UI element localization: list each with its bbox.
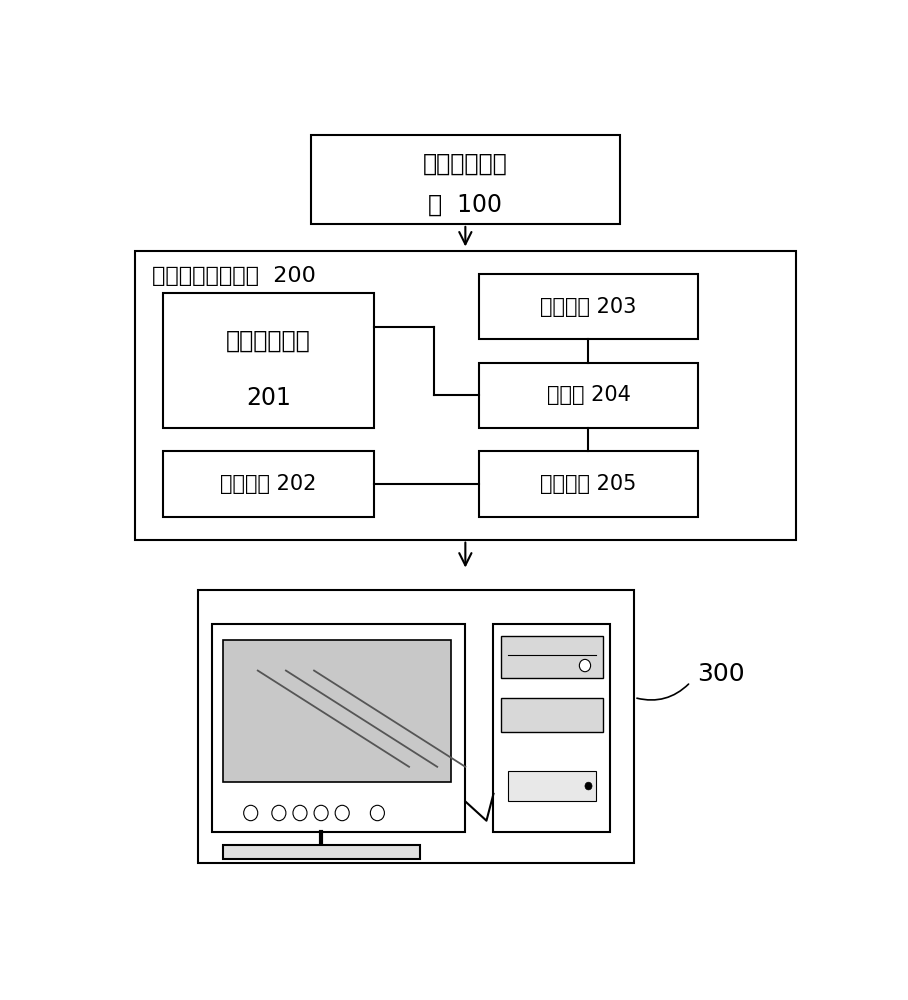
Bar <box>500 698 603 732</box>
Bar <box>508 771 596 801</box>
Bar <box>494 624 609 832</box>
Bar <box>479 274 697 339</box>
Bar <box>163 293 374 428</box>
Circle shape <box>579 659 590 672</box>
Circle shape <box>335 805 350 821</box>
Bar <box>222 640 451 782</box>
Circle shape <box>585 782 592 790</box>
Bar <box>500 636 603 678</box>
Bar <box>479 363 697 428</box>
Text: 无线接收储存装置  200: 无线接收储存装置 200 <box>153 266 316 286</box>
Bar <box>163 451 374 517</box>
Circle shape <box>293 805 307 821</box>
Text: 电源模块 202: 电源模块 202 <box>220 474 317 494</box>
Text: 内视镜胶囊装: 内视镜胶囊装 <box>423 152 508 176</box>
Bar <box>134 251 796 540</box>
Text: 传输模块 203: 传输模块 203 <box>540 297 637 317</box>
Circle shape <box>314 805 328 821</box>
Text: 201: 201 <box>246 386 291 410</box>
Text: 300: 300 <box>697 662 745 686</box>
Circle shape <box>243 805 258 821</box>
Circle shape <box>271 805 286 821</box>
Text: 无线接收模块: 无线接收模块 <box>226 328 311 352</box>
Bar <box>479 451 697 517</box>
Bar <box>311 135 620 224</box>
Circle shape <box>370 805 384 821</box>
Text: 控制器 204: 控制器 204 <box>547 385 630 405</box>
Text: 储存模块 205: 储存模块 205 <box>540 474 637 494</box>
Bar <box>198 590 635 863</box>
Bar <box>222 845 419 859</box>
Text: 置  100: 置 100 <box>429 192 502 216</box>
Bar <box>212 624 466 832</box>
